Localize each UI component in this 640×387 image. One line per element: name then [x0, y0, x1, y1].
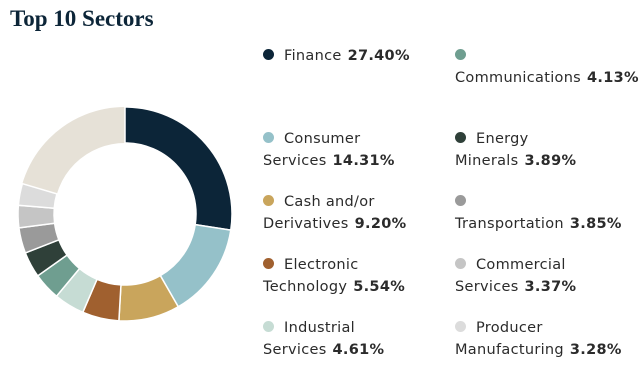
legend-value: 3.28%	[569, 342, 622, 358]
legend-marker	[263, 132, 274, 143]
legend-label: Energy Minerals	[455, 131, 529, 169]
donut-segment	[17, 204, 56, 229]
legend-marker	[263, 195, 274, 206]
legend-marker	[263, 49, 274, 60]
legend-item: Energy Minerals 3.89%	[455, 128, 620, 172]
donut-segment	[124, 106, 233, 231]
legend-label: Finance	[284, 48, 342, 64]
legend-value: 4.61%	[332, 342, 385, 358]
legend-item: Consumer Services 14.31%	[263, 128, 428, 172]
legend-item: Communications 4.13%	[455, 45, 639, 89]
legend-item: Commercial Services 3.37%	[455, 254, 620, 298]
legend-item: Cash and/or Derivatives 9.20%	[263, 191, 428, 235]
legend-marker	[455, 195, 466, 206]
donut-chart	[17, 106, 233, 322]
legend-item: Transportation 3.85%	[455, 191, 622, 235]
legend-marker	[455, 132, 466, 143]
legend-label: Communications	[455, 70, 582, 86]
legend-label: Industrial Services	[263, 320, 356, 358]
legend-value: 27.40%	[347, 48, 410, 64]
legend-marker	[455, 258, 466, 269]
legend-item: Finance 27.40%	[263, 45, 428, 67]
chart-title: Top 10 Sectors	[10, 6, 154, 31]
legend-value: 9.20%	[354, 216, 407, 232]
legend-item: Industrial Services 4.61%	[263, 317, 428, 361]
legend-marker	[263, 321, 274, 332]
legend-marker	[455, 49, 466, 60]
legend-label: Electronic Technology	[263, 257, 359, 295]
legend-value: 3.89%	[524, 153, 577, 169]
legend-value: 3.37%	[524, 279, 577, 295]
legend-value: 3.85%	[569, 216, 622, 232]
legend-marker	[455, 321, 466, 332]
donut-segment	[17, 182, 58, 210]
legend-label: Commercial Services	[455, 257, 566, 295]
legend-value: 5.54%	[353, 279, 406, 295]
legend-item: Electronic Technology 5.54%	[263, 254, 428, 298]
legend-label: Cash and/or Derivatives	[263, 194, 375, 232]
legend-value: 4.13%	[587, 70, 639, 86]
legend-item: Producer Manufacturing 3.28%	[455, 317, 622, 361]
legend-value: 14.31%	[332, 153, 395, 169]
legend-label: Consumer Services	[263, 131, 361, 169]
legend-marker	[263, 258, 274, 269]
legend-label: Producer Manufacturing	[455, 320, 564, 358]
legend-label: Transportation	[455, 216, 564, 232]
